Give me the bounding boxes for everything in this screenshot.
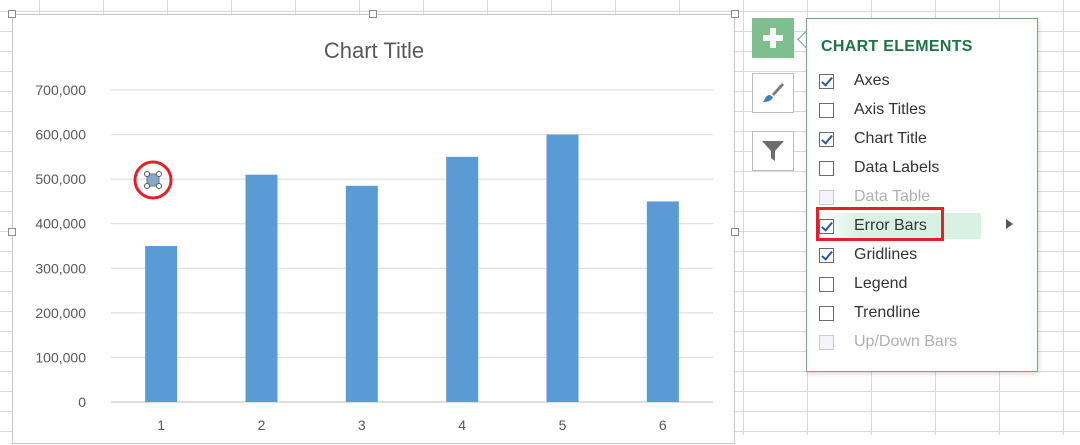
chart-title-checkbox[interactable] [819, 131, 834, 147]
y-tick-label: 400,000 [35, 216, 86, 232]
trendline-checkbox[interactable] [819, 305, 834, 321]
axis-titles-checkbox[interactable] [819, 102, 834, 118]
chart-element-error-bars[interactable]: Error Bars [819, 213, 981, 239]
chart-element-up-down-bars: Up/Down Bars [819, 329, 1034, 355]
chart-element-gridlines[interactable]: Gridlines [819, 242, 1034, 268]
data-labels-checkbox[interactable] [819, 160, 834, 176]
x-tick-label: 3 [358, 417, 366, 433]
error-bars-label: Error Bars [854, 217, 927, 234]
data-table-label: Data Table [854, 188, 931, 205]
chart-element-chart-title[interactable]: Chart Title [819, 126, 1034, 152]
y-tick-label: 300,000 [35, 260, 86, 276]
x-tick-label: 4 [458, 417, 466, 433]
error-bars-highlight-box [816, 207, 944, 241]
bar[interactable] [145, 246, 178, 402]
axes-checkbox[interactable] [819, 73, 834, 89]
resize-handle-left[interactable] [8, 228, 16, 236]
chart-element-axis-titles[interactable]: Axis Titles [819, 97, 1034, 123]
chart-elements-button[interactable] [752, 18, 794, 58]
y-tick-label: 700,000 [35, 82, 86, 98]
x-tick-label: 1 [157, 417, 165, 433]
axis-titles-label: Axis Titles [854, 101, 927, 118]
gridlines-checkbox[interactable] [819, 247, 834, 263]
axes-label: Axes [854, 72, 890, 89]
y-tick-label: 200,000 [35, 305, 86, 321]
chart-styles-button[interactable] [752, 73, 794, 113]
y-tick-label: 600,000 [35, 127, 86, 143]
data-labels-label: Data Labels [854, 159, 940, 176]
chart-element-data-labels[interactable]: Data Labels [819, 155, 1034, 181]
resize-handle-top-right[interactable] [731, 10, 739, 18]
y-tick-label: 500,000 [35, 171, 86, 187]
data-table-checkbox [819, 189, 834, 205]
bar[interactable] [245, 174, 278, 402]
resize-handle-top-left[interactable] [8, 10, 16, 18]
y-tick-label: 0 [78, 394, 86, 410]
chart-element-legend[interactable]: Legend [819, 271, 1034, 297]
resize-handle-top[interactable] [369, 10, 377, 18]
brush-icon [763, 83, 784, 102]
chart-title[interactable]: Chart Title [324, 38, 424, 63]
x-tick-label: 6 [659, 417, 667, 433]
plus-icon [763, 28, 783, 48]
legend-label: Legend [854, 275, 908, 292]
resize-handle-right[interactable] [731, 228, 739, 236]
error-bars-checkbox[interactable] [819, 218, 834, 234]
panel-title: CHART ELEMENTS [821, 38, 973, 55]
chart-area[interactable]: Chart Title 0 100,000 200,000 300,000 400,00… [12, 14, 735, 444]
error-bars-submenu-arrow[interactable] [1006, 219, 1013, 229]
selected-point-marker[interactable] [133, 160, 173, 200]
funnel-icon [762, 141, 784, 161]
bar[interactable] [446, 156, 479, 402]
bar[interactable] [546, 134, 579, 403]
x-tick-label: 2 [258, 417, 266, 433]
trendline-label: Trendline [854, 304, 921, 321]
chart-filters-button[interactable] [752, 131, 794, 171]
x-tick-label: 5 [559, 417, 567, 433]
chart-title-label: Chart Title [854, 130, 927, 147]
bar-chart[interactable]: Chart Title 0 100,000 200,000 300,000 400,00… [13, 15, 736, 445]
gridlines-label: Gridlines [854, 246, 918, 263]
y-tick-label: 100,000 [35, 349, 86, 365]
legend-checkbox[interactable] [819, 276, 834, 292]
chart-elements-panel: CHART ELEMENTS Axes Axis Titles Chart Titl… [806, 18, 1038, 372]
chart-element-axes[interactable]: Axes [819, 68, 1034, 94]
up-down-bars-label: Up/Down Bars [854, 333, 958, 350]
chart-element-data-table: Data Table [819, 184, 1034, 210]
up-down-bars-checkbox [819, 334, 834, 350]
bar[interactable] [646, 201, 679, 402]
chart-element-trendline[interactable]: Trendline [819, 300, 1034, 326]
bar[interactable] [345, 185, 378, 402]
